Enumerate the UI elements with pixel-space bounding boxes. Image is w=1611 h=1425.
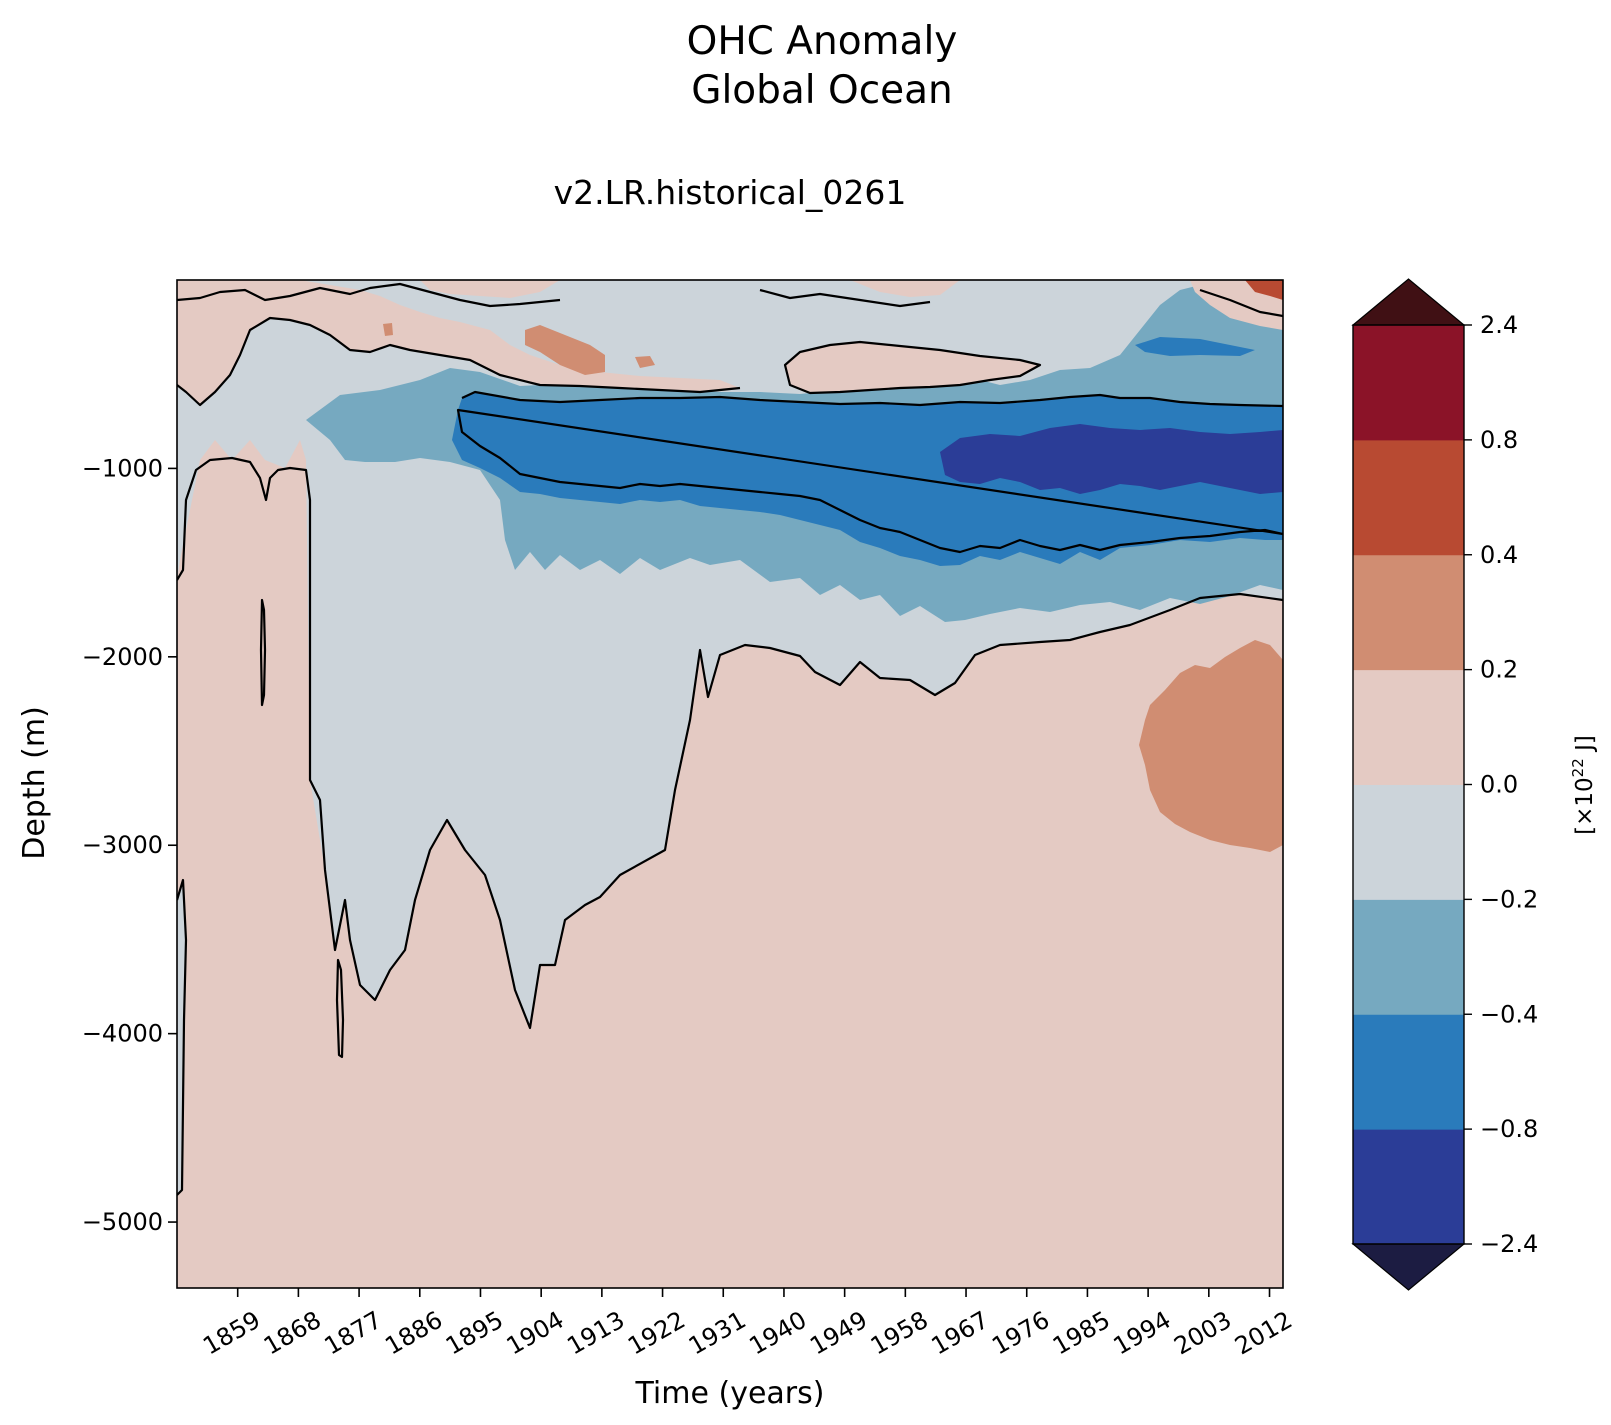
colorbar: −2.4 −0.8 −0.4 −0.2 0.0 0.2 0.4 0.8 2.4 (1351, 278, 1538, 1291)
band-0-to-0p2-surface-bits (420, 280, 1283, 330)
x-tick-label: 1868 (259, 1306, 326, 1361)
band-0-to-0p2-upper-patch-middle (785, 342, 1040, 393)
colorbar-label-suffix: J] (1572, 735, 1598, 758)
colorbar-tick-label: −0.4 (1480, 1000, 1538, 1028)
x-tick-label: 1895 (441, 1306, 508, 1361)
x-tick-label: 1994 (1109, 1306, 1176, 1361)
band-negative-2p4-to-negative-0p8 (940, 424, 1283, 494)
x-tick-label: 1976 (987, 1306, 1054, 1361)
colorbar-tick-label: 0.8 (1480, 426, 1518, 454)
x-tick-label: 1985 (1048, 1306, 1115, 1361)
colorbar-band (1353, 325, 1464, 441)
x-tick-label: 1931 (684, 1306, 751, 1361)
x-tick-label: 1859 (198, 1306, 265, 1361)
contour-field (177, 280, 1283, 1288)
x-tick-label: 1904 (502, 1306, 569, 1361)
y-tick-label: −2000 (82, 643, 163, 671)
colorbar-band (1353, 1129, 1464, 1245)
cooling-core-contour (456, 390, 1283, 554)
y-tick-label: −1000 (82, 454, 163, 482)
surface-contour-wiggles (177, 282, 1283, 318)
band-0p2-to-0p4-patch-upper (383, 323, 655, 375)
colorbar-tick-label: −2.4 (1480, 1230, 1538, 1258)
x-tick-label: 1913 (562, 1306, 629, 1361)
x-axis: 1859186818771886189519041913192219311940… (198, 1288, 1297, 1360)
x-tick-label: 1967 (927, 1306, 994, 1361)
x-tick-label: 2012 (1230, 1306, 1297, 1361)
x-tick-label: 1940 (745, 1306, 812, 1361)
colorbar-label-exponent: 22 (1569, 758, 1587, 777)
zero-contour-sliver-1874 (335, 958, 345, 1059)
colorbar-extend-max (1351, 278, 1466, 326)
colorbar-tick-label: −0.2 (1480, 885, 1538, 913)
contour-lines (177, 282, 1283, 1196)
y-axis: −1000 −2000 −3000 −4000 −5000 (82, 454, 177, 1236)
colorbar-tick-label: 2.4 (1480, 311, 1518, 339)
colorbar-band (1353, 669, 1464, 785)
y-tick-label: −3000 (82, 831, 163, 859)
zero-contour-left-sliver (177, 878, 188, 1196)
colorbar-tick-label: 0.4 (1480, 541, 1518, 569)
chart-subtitle: Global Ocean (691, 68, 953, 113)
colorbar-band (1353, 1014, 1464, 1130)
band-0p4-to-0p8-surface-patch (1245, 280, 1283, 300)
x-tick-label: 1877 (320, 1306, 387, 1361)
run-name: v2.LR.historical_0261 (554, 173, 907, 212)
y-tick-label: −5000 (82, 1208, 163, 1236)
colorbar-tick-label: 0.2 (1480, 656, 1518, 684)
upper-contour-left (177, 316, 741, 407)
band-0p2-to-0p4-abyssal-patch (1139, 640, 1283, 852)
zero-contour-sliver-1864 (259, 598, 267, 707)
colorbar-label-prefix: [×10 (1572, 777, 1598, 835)
x-tick-label: 1922 (623, 1306, 690, 1361)
x-axis-label: Time (years) (635, 1376, 825, 1411)
colorbar-label: [×1022 J] (1569, 735, 1598, 835)
colorbar-band (1353, 784, 1464, 900)
x-tick-label: 1958 (866, 1306, 933, 1361)
y-axis-label: Depth (m) (17, 706, 52, 860)
x-tick-label: 1949 (805, 1306, 872, 1361)
colorbar-tick-label: 0.0 (1480, 771, 1518, 799)
plot-frame (176, 279, 1284, 1289)
colorbar-extend-min (1351, 1243, 1466, 1291)
colorbar-band (1353, 439, 1464, 556)
x-tick-label: 2003 (1169, 1306, 1236, 1361)
band-0-to-0p2-upper-patch-left (177, 280, 740, 405)
x-tick-label: 1886 (380, 1306, 447, 1361)
upper-contour-middle (783, 340, 1042, 395)
chart-title: OHC Anomaly (687, 19, 958, 64)
colorbar-band (1353, 899, 1464, 1015)
band-negative-0p2-to-0-left-sliver (177, 880, 186, 1195)
band-negative-0p8-to-negative-0p4-surface-patch (1135, 337, 1255, 356)
y-tick-label: −4000 (82, 1020, 163, 1048)
colorbar-band (1353, 554, 1464, 671)
colorbar-tick-label: −0.8 (1480, 1115, 1538, 1143)
zero-contour-deep (177, 456, 1283, 1030)
